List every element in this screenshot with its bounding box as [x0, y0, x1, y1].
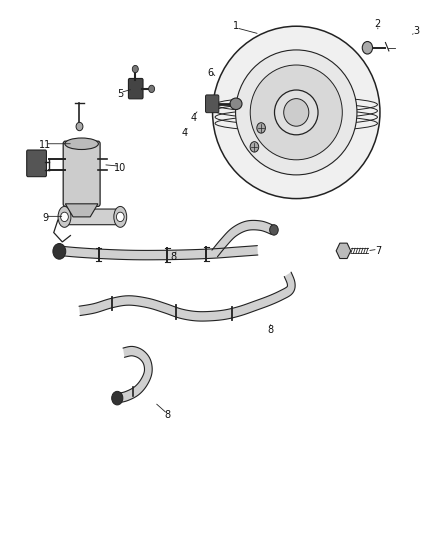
- Circle shape: [270, 225, 278, 235]
- Ellipse shape: [114, 206, 127, 228]
- Text: 8: 8: [268, 325, 274, 335]
- Ellipse shape: [230, 98, 242, 110]
- Ellipse shape: [58, 206, 71, 228]
- Circle shape: [148, 85, 155, 93]
- Circle shape: [112, 391, 123, 405]
- Ellipse shape: [212, 26, 380, 199]
- Text: 5: 5: [117, 89, 124, 99]
- Ellipse shape: [236, 50, 357, 175]
- Circle shape: [257, 123, 265, 133]
- Text: 11: 11: [39, 140, 51, 150]
- FancyBboxPatch shape: [63, 209, 122, 225]
- Polygon shape: [117, 346, 152, 403]
- Polygon shape: [79, 272, 295, 321]
- Text: 7: 7: [374, 246, 381, 256]
- Ellipse shape: [250, 65, 343, 160]
- Text: 8: 8: [164, 410, 170, 421]
- Circle shape: [60, 212, 68, 222]
- Text: 2: 2: [374, 19, 381, 29]
- FancyBboxPatch shape: [27, 150, 46, 176]
- Text: 4: 4: [190, 112, 196, 123]
- Text: 10: 10: [114, 163, 127, 173]
- Text: 8: 8: [171, 252, 177, 262]
- Text: 6: 6: [207, 68, 213, 78]
- Text: 4: 4: [182, 128, 188, 138]
- Circle shape: [76, 123, 83, 131]
- Text: 3: 3: [413, 27, 420, 36]
- Text: 9: 9: [42, 213, 48, 223]
- Circle shape: [53, 244, 66, 259]
- FancyBboxPatch shape: [128, 78, 143, 99]
- Text: 1: 1: [233, 21, 239, 31]
- FancyBboxPatch shape: [63, 141, 100, 206]
- Ellipse shape: [65, 138, 99, 149]
- Circle shape: [362, 42, 373, 54]
- Polygon shape: [60, 246, 258, 260]
- Polygon shape: [65, 204, 98, 217]
- Ellipse shape: [284, 99, 309, 126]
- FancyBboxPatch shape: [205, 95, 219, 112]
- Circle shape: [132, 66, 138, 72]
- Polygon shape: [212, 221, 274, 257]
- Circle shape: [250, 142, 259, 152]
- Ellipse shape: [275, 90, 318, 135]
- Circle shape: [117, 212, 124, 222]
